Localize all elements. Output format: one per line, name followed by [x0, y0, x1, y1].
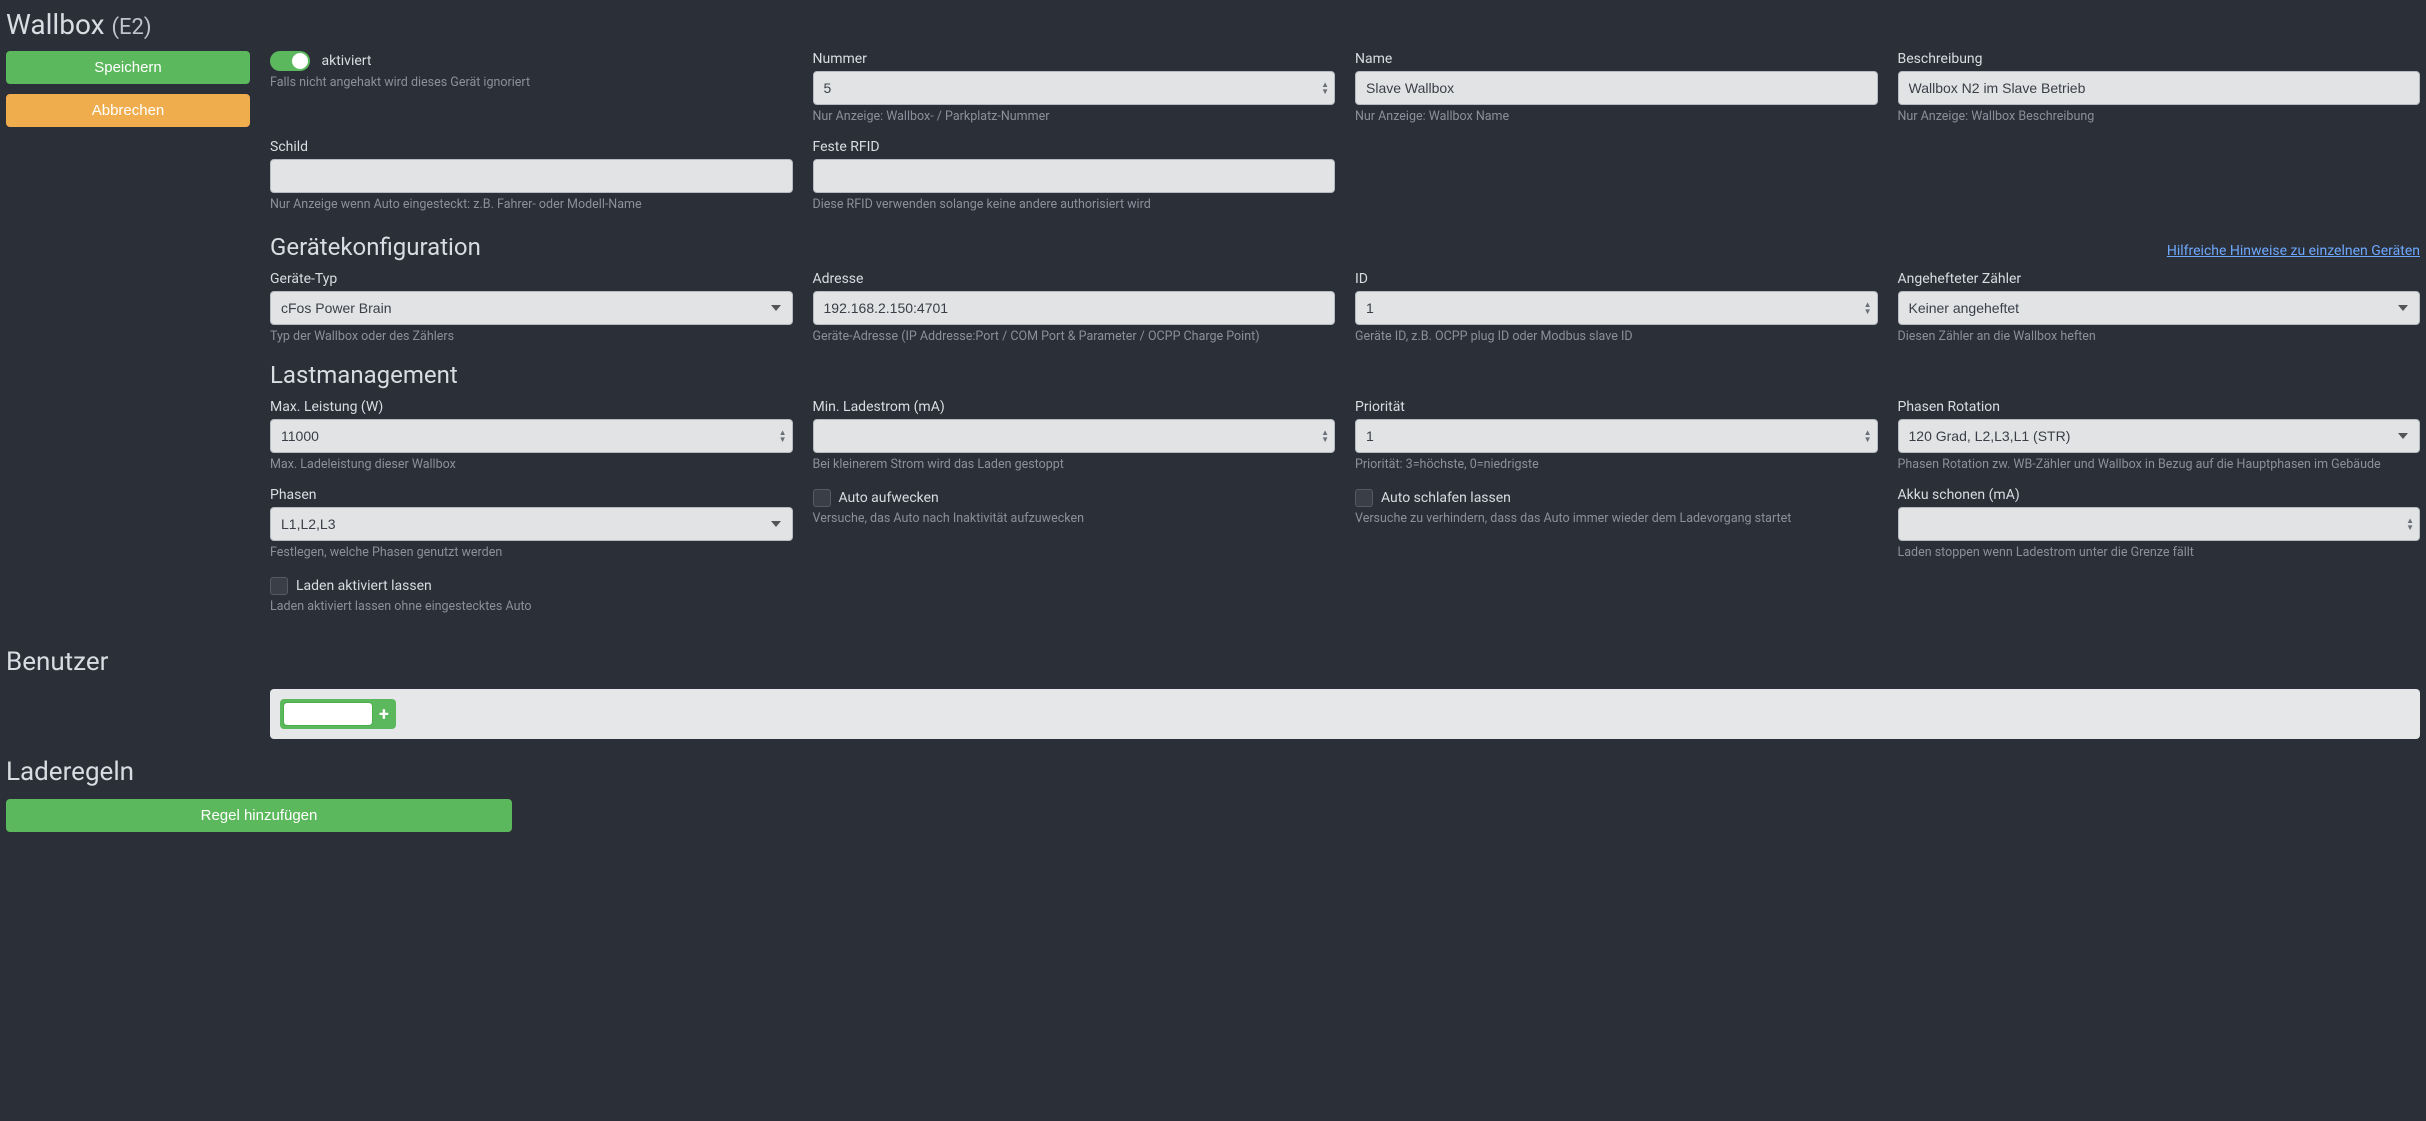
main-form: aktiviert Falls nicht angehakt wird dies…: [270, 51, 2420, 629]
battery-spare-help: Laden stoppen wenn Ladestrom unter die G…: [1898, 545, 2421, 561]
load-mgmt-header: Lastmanagement: [270, 361, 2420, 389]
page-title: Wallbox (E2): [6, 8, 2420, 41]
description-field: Beschreibung Nur Anzeige: Wallbox Beschr…: [1898, 51, 2421, 135]
priority-label: Priorität: [1355, 399, 1878, 415]
sleep-auto-label[interactable]: Auto schlafen lassen: [1381, 490, 1511, 506]
fixed-rfid-field: Feste RFID Diese RFID verwenden solange …: [813, 139, 1336, 223]
priority-help: Priorität: 3=höchste, 0=niedrigste: [1355, 457, 1878, 473]
min-current-help: Bei kleinerem Strom wird das Laden gesto…: [813, 457, 1336, 473]
id-field: ID ▲▼ Geräte ID, z.B. OCPP plug ID oder …: [1355, 271, 1878, 355]
activated-label: aktiviert: [321, 53, 371, 69]
sleep-auto-help: Versuche zu verhindern, dass das Auto im…: [1355, 511, 1878, 527]
add-rule-button[interactable]: Regel hinzufügen: [6, 799, 512, 832]
phase-rotation-label: Phasen Rotation: [1898, 399, 2421, 415]
phases-help: Festlegen, welche Phasen genutzt werden: [270, 545, 793, 561]
shield-help: Nur Anzeige wenn Auto eingesteckt: z.B. …: [270, 197, 793, 213]
users-header: Benutzer: [6, 647, 2420, 677]
rules-header: Laderegeln: [6, 757, 2420, 787]
device-type-label: Geräte-Typ: [270, 271, 793, 287]
shield-field: Schild Nur Anzeige wenn Auto eingesteckt…: [270, 139, 793, 223]
wake-auto-help: Versuche, das Auto nach Inaktivität aufz…: [813, 511, 1336, 527]
action-sidebar: Speichern Abbrechen: [6, 51, 250, 629]
device-hints-link[interactable]: Hilfreiche Hinweise zu einzelnen Geräten: [2167, 243, 2420, 259]
id-help: Geräte ID, z.B. OCPP plug ID oder Modbus…: [1355, 329, 1878, 345]
phase-rotation-help: Phasen Rotation zw. WB-Zähler und Wallbo…: [1898, 457, 2421, 473]
fixed-rfid-input[interactable]: [813, 159, 1336, 193]
number-input[interactable]: [813, 71, 1336, 105]
device-type-field: Geräte-Typ cFos Power Brain Typ der Wall…: [270, 271, 793, 355]
attached-meter-field: Angehefteter Zähler Keiner angeheftet Di…: [1898, 271, 2421, 355]
shield-label: Schild: [270, 139, 793, 155]
attached-meter-help: Diesen Zähler an die Wallbox heften: [1898, 329, 2421, 345]
user-add-input[interactable]: [283, 702, 373, 726]
max-power-label: Max. Leistung (W): [270, 399, 793, 415]
activated-field: aktiviert Falls nicht angehakt wird dies…: [270, 51, 793, 135]
keep-charging-label[interactable]: Laden aktiviert lassen: [296, 578, 432, 594]
user-add-button[interactable]: +: [373, 702, 393, 726]
description-help: Nur Anzeige: Wallbox Beschreibung: [1898, 109, 2421, 125]
description-label: Beschreibung: [1898, 51, 2421, 67]
phases-select[interactable]: L1,L2,L3: [270, 507, 793, 541]
fixed-rfid-help: Diese RFID verwenden solange keine ander…: [813, 197, 1336, 213]
address-help: Geräte-Adresse (IP Addresse:Port / COM P…: [813, 329, 1336, 345]
name-label: Name: [1355, 51, 1878, 67]
name-field: Name Nur Anzeige: Wallbox Name: [1355, 51, 1878, 135]
phases-field: Phasen L1,L2,L3 Festlegen, welche Phasen…: [270, 487, 793, 571]
keep-charging-field: Laden aktiviert lassen Laden aktiviert l…: [270, 575, 793, 625]
address-label: Adresse: [813, 271, 1336, 287]
max-power-field: Max. Leistung (W) ▲▼ Max. Ladeleistung d…: [270, 399, 793, 483]
address-input[interactable]: [813, 291, 1336, 325]
keep-charging-checkbox[interactable]: [270, 577, 288, 595]
id-label: ID: [1355, 271, 1878, 287]
activated-toggle[interactable]: [270, 51, 310, 71]
address-field: Adresse Geräte-Adresse (IP Addresse:Port…: [813, 271, 1336, 355]
fixed-rfid-label: Feste RFID: [813, 139, 1336, 155]
phase-rotation-select[interactable]: 120 Grad, L2,L3,L1 (STR): [1898, 419, 2421, 453]
battery-spare-input[interactable]: [1898, 507, 2421, 541]
activated-help: Falls nicht angehakt wird dieses Gerät i…: [270, 75, 793, 91]
min-current-label: Min. Ladestrom (mA): [813, 399, 1336, 415]
number-label: Nummer: [813, 51, 1336, 67]
shield-input[interactable]: [270, 159, 793, 193]
wake-auto-checkbox[interactable]: [813, 489, 831, 507]
number-field: Nummer ▲▼ Nur Anzeige: Wallbox- / Parkpl…: [813, 51, 1336, 135]
name-help: Nur Anzeige: Wallbox Name: [1355, 109, 1878, 125]
users-panel: +: [270, 689, 2420, 739]
device-type-select[interactable]: cFos Power Brain: [270, 291, 793, 325]
sleep-auto-checkbox[interactable]: [1355, 489, 1373, 507]
keep-charging-help: Laden aktiviert lassen ohne eingesteckte…: [270, 599, 793, 615]
title-main: Wallbox: [6, 8, 105, 41]
name-input[interactable]: [1355, 71, 1878, 105]
phases-label: Phasen: [270, 487, 793, 503]
title-suffix: (E2): [112, 15, 152, 40]
max-power-input[interactable]: [270, 419, 793, 453]
phase-rotation-field: Phasen Rotation 120 Grad, L2,L3,L1 (STR)…: [1898, 399, 2421, 483]
cancel-button[interactable]: Abbrechen: [6, 94, 250, 127]
number-help: Nur Anzeige: Wallbox- / Parkplatz-Nummer: [813, 109, 1336, 125]
description-input[interactable]: [1898, 71, 2421, 105]
max-power-help: Max. Ladeleistung dieser Wallbox: [270, 457, 793, 473]
id-input[interactable]: [1355, 291, 1878, 325]
sleep-auto-field: Auto schlafen lassen Versuche zu verhind…: [1355, 487, 1878, 571]
min-current-field: Min. Ladestrom (mA) ▲▼ Bei kleinerem Str…: [813, 399, 1336, 483]
battery-spare-label: Akku schonen (mA): [1898, 487, 2421, 503]
device-config-header: Gerätekonfiguration: [270, 233, 481, 261]
battery-spare-field: Akku schonen (mA) ▲▼ Laden stoppen wenn …: [1898, 487, 2421, 571]
attached-meter-select[interactable]: Keiner angeheftet: [1898, 291, 2421, 325]
user-add-widget: +: [280, 699, 396, 729]
attached-meter-label: Angehefteter Zähler: [1898, 271, 2421, 287]
priority-input[interactable]: [1355, 419, 1878, 453]
wake-auto-field: Auto aufwecken Versuche, das Auto nach I…: [813, 487, 1336, 571]
device-type-help: Typ der Wallbox oder des Zählers: [270, 329, 793, 345]
priority-field: Priorität ▲▼ Priorität: 3=höchste, 0=nie…: [1355, 399, 1878, 483]
save-button[interactable]: Speichern: [6, 51, 250, 84]
wake-auto-label[interactable]: Auto aufwecken: [839, 490, 939, 506]
min-current-input[interactable]: [813, 419, 1336, 453]
